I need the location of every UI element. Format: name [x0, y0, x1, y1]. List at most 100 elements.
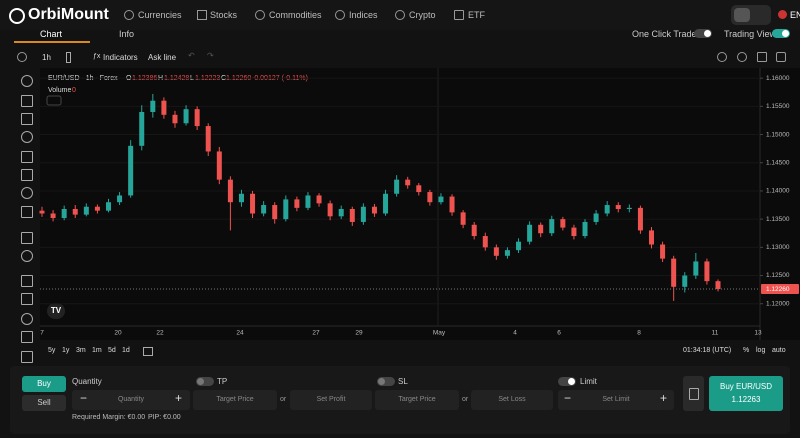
tp-label: TP: [217, 377, 228, 386]
candle-body: [371, 206, 377, 214]
active-tab-indicator: [14, 41, 90, 43]
nav-item[interactable]: Stocks: [210, 10, 238, 20]
drawing-tool[interactable]: [21, 206, 33, 218]
collapse-legend[interactable]: [46, 95, 62, 106]
tab-chart[interactable]: Chart: [40, 29, 63, 39]
drawing-tool[interactable]: [21, 151, 33, 163]
drawing-tools: [12, 70, 40, 363]
buy-button[interactable]: Buy EUR/USD 1.12263: [709, 376, 783, 411]
candle-body: [482, 236, 488, 248]
set-profit[interactable]: Set Profit: [290, 390, 372, 410]
volume-label: Volume: [48, 87, 71, 94]
trading-view-label: Trading View: [724, 29, 777, 39]
element: [704, 30, 711, 37]
fullscreen[interactable]: [757, 52, 767, 62]
candle-body: [493, 247, 499, 256]
scale-option[interactable]: %: [743, 347, 750, 354]
limit-plus[interactable]: +: [660, 391, 668, 405]
set-loss[interactable]: Set Loss: [471, 390, 553, 410]
x-tick-label: 22: [156, 330, 164, 337]
candle-body: [283, 199, 289, 220]
range-button[interactable]: 3m: [76, 347, 86, 354]
required-margin: Required Margin: €0.00: [72, 414, 146, 421]
chart-type[interactable]: [66, 52, 71, 63]
candle-body: [150, 100, 156, 112]
placeholder: Set Loss: [498, 396, 526, 403]
drawing-tool[interactable]: [21, 313, 33, 325]
nav-item[interactable]: ETF: [468, 10, 485, 20]
clock: 01:34:18 (UTC): [683, 347, 732, 354]
indicators-icon: ƒx: [93, 53, 101, 60]
candle-body: [671, 258, 677, 287]
range-button[interactable]: 1d: [122, 347, 130, 354]
quantity-plus[interactable]: +: [175, 391, 183, 405]
set-limit[interactable]: Set Limit: [558, 390, 674, 410]
candle-body: [250, 193, 256, 214]
candle-body: [227, 179, 233, 203]
settings[interactable]: [737, 52, 747, 62]
element: [568, 378, 575, 385]
scale-option[interactable]: log: [756, 347, 766, 354]
limit-toggle[interactable]: [558, 377, 576, 386]
date-range-picker[interactable]: [143, 347, 153, 356]
theme-toggle[interactable]: [731, 5, 771, 25]
drawing-tool[interactable]: [21, 169, 33, 181]
search[interactable]: [717, 52, 727, 62]
buy-price: 1.12263: [731, 395, 761, 404]
redo[interactable]: ↷: [207, 51, 214, 60]
candle-body: [460, 212, 466, 225]
sl-target-price[interactable]: Target Price: [375, 390, 459, 410]
candle-body: [615, 205, 621, 209]
chart-toolbar: 1h ƒx Indicators Ask line ↶ ↷: [0, 46, 800, 68]
y-tick-label: 1.12000: [766, 300, 790, 307]
one-click-trade-toggle[interactable]: [694, 29, 712, 38]
ask-line[interactable]: Ask line: [148, 53, 177, 62]
drawing-tool[interactable]: [21, 250, 33, 262]
range-button[interactable]: 5d: [108, 347, 116, 354]
buy-tab[interactable]: Buy: [22, 376, 66, 392]
quantity-input[interactable]: Quantity: [72, 390, 190, 410]
tp-toggle[interactable]: [196, 377, 214, 386]
candle-body: [715, 281, 721, 290]
screenshot[interactable]: [776, 52, 786, 62]
limit-minus[interactable]: −: [564, 391, 572, 405]
calculator[interactable]: [683, 376, 704, 411]
tab-info[interactable]: Info: [119, 29, 135, 39]
drawing-tool[interactable]: [21, 113, 33, 125]
undo[interactable]: ↶: [188, 51, 195, 60]
nav-item[interactable]: Indices: [349, 10, 378, 20]
add-symbol[interactable]: [17, 52, 27, 62]
language[interactable]: EN: [790, 10, 800, 20]
interval[interactable]: 1h: [42, 53, 51, 62]
drawing-tool[interactable]: [21, 293, 33, 305]
drawing-tool[interactable]: [21, 75, 33, 87]
quantity-minus[interactable]: −: [80, 391, 88, 405]
drawing-tool[interactable]: [21, 187, 33, 199]
candle-body: [693, 261, 699, 276]
sl-toggle[interactable]: [377, 377, 395, 386]
nav-item[interactable]: Crypto: [409, 10, 436, 20]
trading-view-toggle[interactable]: [772, 29, 790, 38]
drawing-tool[interactable]: [21, 275, 33, 287]
drawing-tool[interactable]: [21, 232, 33, 244]
range-button[interactable]: 1y: [62, 347, 70, 354]
indicators[interactable]: Indicators: [103, 53, 138, 62]
logo[interactable]: OrbiMount: [28, 6, 109, 23]
range-button[interactable]: 5y: [48, 347, 56, 354]
drawing-tool[interactable]: [21, 331, 33, 343]
drawing-tool[interactable]: [21, 95, 33, 107]
candle-body: [416, 185, 422, 193]
one-click-trade-label: One Click Trade: [632, 29, 697, 39]
sell-tab[interactable]: Sell: [22, 395, 66, 411]
nav-item[interactable]: Currencies: [138, 10, 182, 20]
nav-item[interactable]: Commodities: [269, 10, 322, 20]
range-button[interactable]: 1m: [92, 347, 102, 354]
candle-body: [527, 224, 533, 242]
candle-body: [216, 151, 222, 180]
drawing-tool[interactable]: [21, 351, 33, 363]
placeholder: Set Profit: [316, 396, 346, 403]
drawing-tool[interactable]: [21, 131, 33, 143]
tp-target-price[interactable]: Target Price: [193, 390, 277, 410]
candle-body: [39, 210, 45, 214]
scale-option[interactable]: auto: [772, 347, 786, 354]
